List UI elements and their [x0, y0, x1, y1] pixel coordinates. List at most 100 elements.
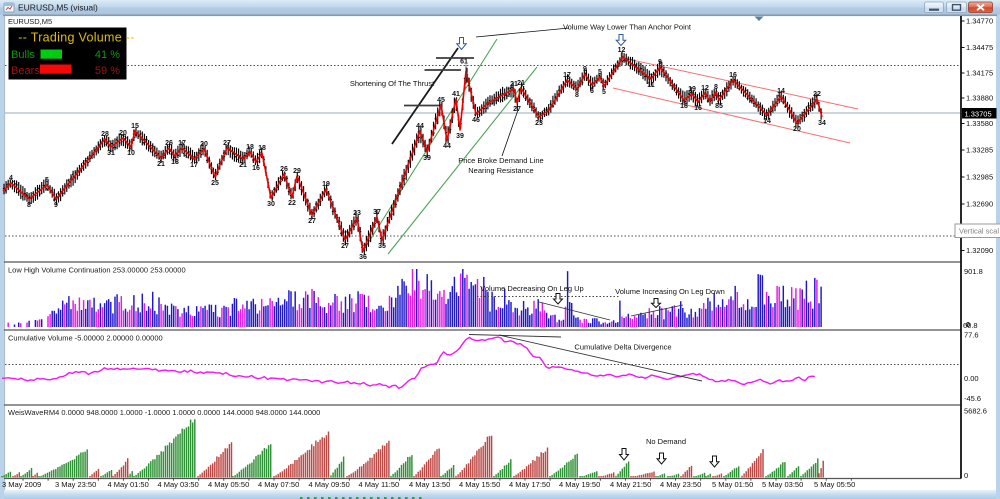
svg-text:4 May 09:50: 4 May 09:50 [309, 480, 350, 489]
svg-text:37: 37 [373, 209, 381, 216]
svg-text:20: 20 [119, 130, 127, 137]
svg-text:34: 34 [818, 120, 826, 127]
svg-text:1.32985: 1.32985 [966, 173, 993, 182]
svg-text:46: 46 [472, 117, 480, 124]
svg-text:19: 19 [322, 181, 330, 188]
svg-text:WeisWaveRM4 0.0000 948.0000 1.: WeisWaveRM4 0.0000 948.0000 1.0000 -1.00… [8, 408, 320, 417]
svg-text:Cumulative Volume -5.00000 2.0: Cumulative Volume -5.00000 2.00000 0.000… [8, 334, 163, 343]
svg-text:Volume Decreasing On Leg Up: Volume Decreasing On Leg Up [480, 284, 583, 293]
svg-text:15: 15 [131, 123, 139, 130]
svg-text:22: 22 [813, 91, 821, 98]
svg-text:14: 14 [763, 118, 771, 125]
svg-text:26: 26 [280, 166, 288, 173]
svg-text:22: 22 [288, 200, 296, 207]
svg-text:10: 10 [127, 150, 135, 157]
svg-text:23: 23 [353, 210, 361, 217]
svg-text:4 May 11:50: 4 May 11:50 [359, 480, 400, 489]
svg-text:41: 41 [452, 91, 460, 98]
svg-text:44: 44 [443, 143, 451, 150]
svg-text:31: 31 [107, 150, 115, 157]
svg-text:EURUSD,M5 (visual): EURUSD,M5 (visual) [18, 3, 98, 13]
svg-text:8: 8 [575, 92, 579, 99]
svg-text:3 May 23:50: 3 May 23:50 [55, 480, 96, 489]
svg-text:29: 29 [293, 168, 301, 175]
svg-text:13: 13 [171, 159, 179, 166]
svg-text:8: 8 [714, 84, 718, 91]
svg-text:8: 8 [27, 202, 31, 209]
svg-text:26: 26 [165, 140, 173, 147]
svg-text:60.8: 60.8 [963, 321, 978, 330]
svg-text:16: 16 [252, 165, 260, 172]
svg-text:21: 21 [510, 81, 518, 88]
svg-text:23: 23 [535, 120, 543, 127]
svg-text:4 May 03:50: 4 May 03:50 [158, 480, 199, 489]
svg-text:EURUSD,M5: EURUSD,M5 [8, 17, 52, 26]
svg-text:12: 12 [618, 47, 626, 54]
svg-text:4 May 05:50: 4 May 05:50 [208, 480, 249, 489]
svg-text:61: 61 [460, 59, 468, 66]
svg-text:14: 14 [777, 88, 785, 95]
svg-text:21: 21 [157, 161, 165, 168]
svg-text:5 May 01:50: 5 May 01:50 [712, 480, 753, 489]
svg-text:Vertical scal: Vertical scal [959, 227, 999, 236]
svg-text:1.32690: 1.32690 [966, 200, 993, 209]
svg-text:4 May 15:50: 4 May 15:50 [459, 480, 500, 489]
svg-text:17: 17 [563, 72, 571, 79]
svg-text:Bears: Bears [11, 65, 40, 77]
svg-text:41 %: 41 % [95, 49, 120, 61]
svg-text:1.33880: 1.33880 [966, 94, 993, 103]
svg-text:Bulls: Bulls [11, 49, 35, 61]
svg-text:12: 12 [701, 85, 709, 92]
svg-text:1.33285: 1.33285 [966, 146, 993, 155]
svg-text:39: 39 [423, 155, 431, 162]
svg-text:5682.6: 5682.6 [964, 407, 987, 416]
svg-text:Shortening Of The Thrust: Shortening Of The Thrust [350, 79, 435, 88]
svg-text:18: 18 [680, 103, 688, 110]
svg-text:77.6: 77.6 [964, 331, 979, 340]
svg-text:9: 9 [583, 66, 587, 73]
svg-text:30: 30 [267, 201, 275, 208]
svg-text:0.00: 0.00 [964, 374, 979, 383]
svg-text:Cumulative Delta Divergence: Cumulative Delta Divergence [574, 343, 671, 352]
svg-text:20: 20 [793, 126, 801, 133]
svg-text:0: 0 [966, 320, 970, 329]
svg-text:4: 4 [9, 175, 13, 182]
svg-text:17: 17 [178, 140, 186, 147]
svg-text:1.34475: 1.34475 [966, 43, 993, 52]
svg-text:21: 21 [239, 162, 247, 169]
svg-text:No Demand: No Demand [646, 437, 686, 446]
svg-text:21: 21 [517, 80, 525, 87]
svg-text:35: 35 [378, 243, 386, 250]
svg-text:44: 44 [416, 123, 424, 130]
svg-text:20: 20 [200, 141, 208, 148]
svg-text:5 May 03:50: 5 May 03:50 [762, 480, 803, 489]
svg-text:27: 27 [308, 218, 316, 225]
svg-text:59 %: 59 % [95, 65, 120, 77]
svg-text:11: 11 [647, 82, 655, 89]
svg-text:85: 85 [715, 103, 723, 110]
svg-text:18: 18 [246, 144, 254, 151]
svg-text:901.8: 901.8 [964, 267, 983, 276]
svg-text:4 May 23:50: 4 May 23:50 [660, 480, 701, 489]
svg-text:6: 6 [590, 88, 594, 95]
svg-text:9: 9 [54, 202, 58, 209]
svg-text:1.34770: 1.34770 [966, 17, 993, 26]
svg-text:Low High Volume Continuation 2: Low High Volume Continuation 253.00000 2… [8, 266, 186, 275]
svg-text:16: 16 [729, 72, 737, 79]
svg-text:5: 5 [602, 89, 606, 96]
svg-text:27: 27 [513, 106, 521, 113]
svg-text:Volume Way Lower Than Anchor P: Volume Way Lower Than Anchor Point [563, 23, 692, 32]
svg-text:4 May 07:50: 4 May 07:50 [258, 480, 299, 489]
svg-text:4 May 01:50: 4 May 01:50 [108, 480, 149, 489]
svg-text:36: 36 [359, 254, 367, 261]
svg-text:-45.6: -45.6 [964, 394, 981, 403]
svg-text:Volume Increasing On Leg Down: Volume Increasing On Leg Down [615, 287, 725, 296]
svg-text:4 May 21:50: 4 May 21:50 [610, 480, 651, 489]
svg-text:1.32090: 1.32090 [966, 246, 993, 255]
svg-text:5: 5 [598, 69, 602, 76]
svg-text:39: 39 [456, 133, 464, 140]
svg-text:1.33705: 1.33705 [965, 109, 992, 118]
svg-text:0: 0 [964, 471, 968, 480]
svg-text:4 May 19:50: 4 May 19:50 [559, 480, 600, 489]
svg-text:27: 27 [223, 140, 231, 147]
